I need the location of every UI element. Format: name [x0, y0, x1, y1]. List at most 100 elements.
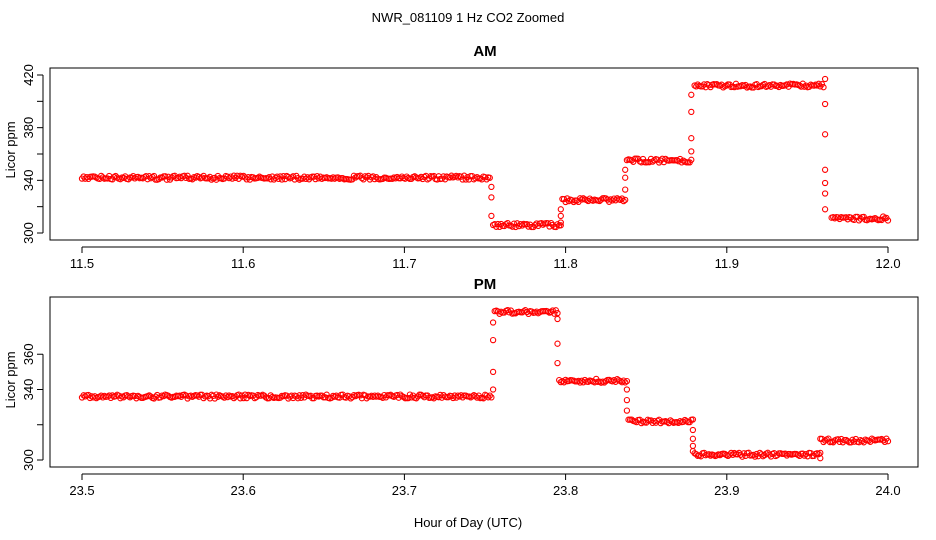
- panel-pm-data-point: [628, 416, 635, 423]
- panel-am-transition-point: [488, 183, 495, 191]
- panel-am-data-point: [622, 196, 629, 204]
- panel-am-plot-frame: [49, 67, 919, 241]
- panel-am-data-point: [461, 172, 468, 179]
- panel-am-y-tick-label: 340: [21, 169, 36, 191]
- panel-pm-y-axis-label: Licor ppm: [3, 351, 18, 408]
- panel-am-transition-point: [821, 206, 829, 213]
- panel-am-transition-point: [688, 135, 695, 142]
- panel-pm-data-point: [211, 395, 218, 402]
- panel-am-x-tick-label: 11.5: [70, 256, 94, 271]
- panel-pm-data-point: [623, 377, 631, 385]
- panel-am-title: AM: [473, 43, 496, 60]
- panel-am-data-point: [486, 174, 493, 181]
- panel-pm-x-tick-label: 23.5: [69, 483, 94, 498]
- panel-am-data-point: [473, 173, 481, 181]
- panel-am-transition-point: [821, 179, 829, 187]
- panel-am-transition-point: [488, 194, 495, 201]
- panel-pm-data-point: [277, 394, 284, 401]
- panel-pm-axes: 23.5 23.6 23.7 23.8 23.9 24.0 300 340 360: [21, 343, 901, 498]
- panel-pm-data-point: [347, 395, 354, 402]
- panel-pm-data-point: [801, 452, 808, 459]
- panel-am-transition-point: [688, 91, 695, 98]
- panel-pm-transition-point: [689, 426, 697, 434]
- panel-pm-y-tick-label: 360: [21, 343, 36, 365]
- panel-pm-transition-point: [689, 435, 697, 442]
- panel-pm-data-point: [636, 416, 643, 423]
- panel-pm-y-tick-label: 340: [21, 379, 36, 401]
- panel-pm-data-point: [884, 438, 892, 445]
- panel-am-transition-point: [688, 148, 695, 155]
- panel-am-data-point: [155, 175, 162, 183]
- panel-am-transition-point: [821, 166, 829, 173]
- panel-pm-transition-point: [817, 435, 824, 442]
- panel-am-data-point: [676, 155, 684, 163]
- panel-am-data-point: [278, 176, 286, 183]
- panel-pm-data-point: [620, 377, 627, 384]
- panel-pm-title: PM: [474, 276, 497, 293]
- panel-pm-transition-point: [554, 315, 561, 323]
- panel-pm-transition-point: [554, 359, 561, 367]
- figure-x-axis-label: Hour of Day (UTC): [414, 515, 522, 530]
- panel-am-y-axis-label: Licor ppm: [3, 121, 18, 178]
- panel-pm-data-point: [734, 451, 741, 458]
- panel-pm-data-point: [739, 453, 746, 460]
- panel-am-transition-point: [821, 75, 829, 83]
- panel-pm-transition-point: [623, 386, 631, 393]
- panel-am-data-point: [510, 220, 518, 227]
- panel-am-x-tick-label: 11.8: [553, 256, 577, 271]
- panel-pm-data-point: [622, 379, 629, 386]
- panel-am-data-point: [509, 223, 516, 230]
- panel-am-transition-point: [821, 131, 829, 138]
- panel-pm-data-point: [881, 438, 888, 446]
- panel-am-transition-point: [622, 174, 629, 181]
- figure-title: NWR_081109 1 Hz CO2 Zoomed: [372, 10, 565, 25]
- panel-am-x-tick-label: 11.7: [392, 256, 416, 271]
- panel-pm-plot-frame: [49, 296, 919, 468]
- panel-pm-x-tick-label: 23.9: [714, 483, 739, 498]
- panel-am-y-tick-label: 420: [21, 64, 36, 86]
- panel-am-transition-point: [488, 212, 495, 220]
- panel-pm-data-point: [549, 307, 556, 314]
- panel-am-data-point: [620, 197, 627, 205]
- panel-pm-data-point: [689, 416, 697, 423]
- panel-am-axes: 11.5 11.6 11.7 11.8 11.9 12.0 300 340 380 420: [21, 64, 901, 271]
- panel-pm-x-tick-label: 24.0: [875, 483, 900, 498]
- panel-am-data-point: [820, 84, 827, 91]
- panel-pm-points: [78, 306, 892, 462]
- panel-am-data-point: [880, 213, 887, 220]
- panel-pm-data-point: [554, 309, 561, 317]
- panel-pm-data-point: [488, 394, 495, 401]
- panel-am-data-point: [547, 219, 555, 227]
- panel-pm-data-point: [85, 391, 92, 399]
- panel-pm-data-point: [485, 394, 492, 401]
- panel-pm-transition-point: [489, 368, 497, 376]
- panel-am-data-point: [771, 81, 778, 88]
- panel-am-points: [78, 75, 892, 231]
- panel-am-transition-point: [622, 186, 629, 193]
- panel-pm-data-point: [235, 391, 242, 398]
- panel-am-transition-point: [688, 108, 695, 116]
- panel-pm-transition-point: [623, 407, 631, 414]
- panel-pm-transition-point: [489, 319, 497, 326]
- panel-pm-transition-point: [623, 396, 631, 404]
- panel-pm-x-tick-label: 23.8: [553, 483, 578, 498]
- panel-am-data-point: [688, 156, 695, 163]
- panel-am-x-tick-label: 11.9: [715, 256, 739, 271]
- panel-pm-transition-point: [554, 340, 561, 347]
- panel-pm-x-tick-label: 23.7: [392, 483, 417, 498]
- panel-am-transition-point: [557, 219, 564, 226]
- panel-pm-x-tick-label: 23.6: [231, 483, 256, 498]
- panel-am-data-point: [225, 174, 233, 182]
- panel-pm-data-point: [157, 394, 164, 401]
- panel-pm-data-point: [825, 435, 832, 442]
- panel-am-x-tick-label: 11.6: [231, 256, 255, 271]
- panel-am: AM Licor ppm 11.5 11.6 11.7 11.8 11.9 12.0 300…: [3, 43, 919, 271]
- panel-am-transition-point: [557, 212, 564, 220]
- panel-am-data-point: [125, 176, 132, 183]
- panel-pm: PM Licor ppm 23.5 23.6 23.7 23.8 23.9 24.0 300…: [3, 276, 919, 498]
- panel-pm-data-point: [363, 395, 370, 402]
- panel-am-data-point: [639, 155, 647, 163]
- panel-pm-transition-point: [489, 386, 497, 393]
- panel-pm-data-point: [240, 394, 247, 402]
